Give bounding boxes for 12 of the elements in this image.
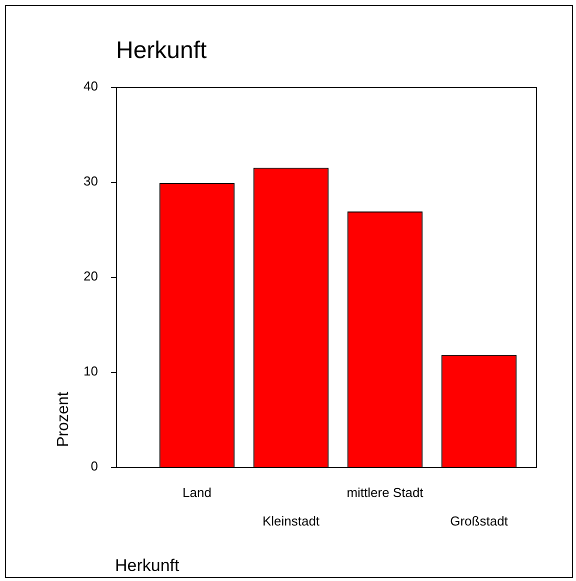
y-axis-title: Prozent <box>55 391 72 447</box>
y-tick-label: 10 <box>84 364 98 379</box>
y-tick-label: 30 <box>84 174 98 189</box>
y-tick-label: 20 <box>84 268 98 284</box>
y-tick-label: 40 <box>84 78 98 94</box>
x-tick-label: mittlere Stadt <box>346 484 424 500</box>
x-tick-label: Großstadt <box>450 513 508 528</box>
x-tick-label: Land <box>182 484 212 500</box>
y-tick-label: 0 <box>90 458 98 474</box>
x-tick-label: Kleinstadt <box>262 513 320 528</box>
chart-title: Herkunft <box>116 37 208 64</box>
x-axis-title: Herkunft <box>115 556 180 575</box>
